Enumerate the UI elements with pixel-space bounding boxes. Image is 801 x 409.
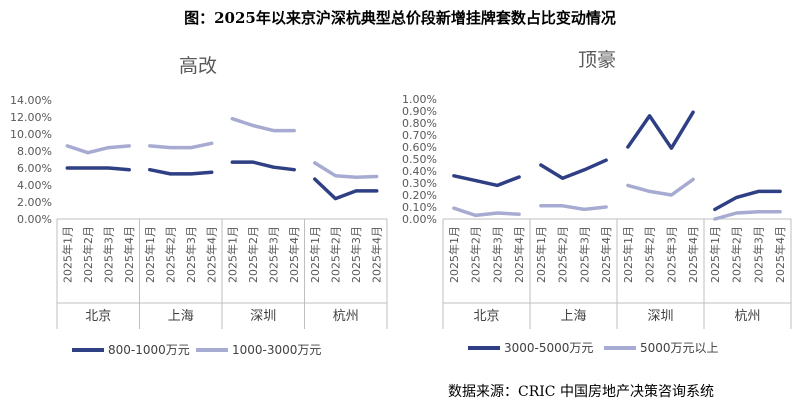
- series-line-1-杭州: [313, 161, 379, 180]
- x-tick-label: 2025年1月: [225, 226, 239, 283]
- series-line-1-杭州: [713, 210, 782, 221]
- y-tick-label: 0.60%: [402, 141, 437, 154]
- x-tick-label: 2025年3月: [664, 226, 678, 283]
- chart-dinghao: 顶豪 0.00%0.10%0.20%0.30%0.40%0.50%0.60%0.…: [402, 49, 792, 329]
- series-line-1-上海: [148, 141, 214, 150]
- source-note: 数据来源：CRIC 中国房地产决策咨询系统: [448, 383, 714, 400]
- y-tick-label: 0.30%: [402, 177, 437, 190]
- x-tick-label: 2025年4月: [287, 226, 301, 283]
- y-tick-label: 12.00%: [10, 111, 52, 124]
- group-label: 上海: [168, 309, 194, 324]
- group-label: 上海: [560, 309, 586, 324]
- x-tick-label: 2025年1月: [143, 226, 157, 283]
- x-tick-label: 2025年2月: [246, 226, 260, 283]
- x-tick-label: 2025年3月: [751, 226, 765, 283]
- y-tick-label: 6.00%: [17, 162, 52, 175]
- series-line-0-上海: [148, 167, 214, 176]
- group-label: 深圳: [647, 309, 673, 324]
- legend-label-1: 5000万元以上: [640, 341, 719, 355]
- x-tick-label: 2025年3月: [102, 226, 116, 283]
- x-tick-label: 2025年1月: [534, 226, 548, 283]
- group-label: 深圳: [250, 309, 276, 324]
- x-tick-label: 2025年4月: [599, 226, 613, 283]
- group-label: 北京: [473, 309, 499, 324]
- series-line-1-深圳: [230, 116, 296, 133]
- y-tick-label: 1.00%: [402, 93, 437, 106]
- x-tick-label: 2025年3月: [577, 226, 591, 283]
- x-tick-label: 2025年2月: [730, 226, 744, 283]
- x-tick-label: 2025年2月: [81, 226, 95, 283]
- group-label: 杭州: [734, 309, 760, 324]
- x-tick-label: 2025年1月: [447, 226, 461, 283]
- y-tick-label: 0.00%: [17, 213, 52, 226]
- x-tick-label: 2025年4月: [773, 226, 787, 283]
- legend-label-1: 1000-3000万元: [232, 343, 321, 357]
- x-tick-label: 2025年4月: [512, 226, 526, 283]
- x-tick-label: 2025年1月: [621, 226, 635, 283]
- x-tick-label: 2025年1月: [60, 226, 74, 283]
- series-line-0-深圳: [230, 160, 296, 172]
- legend-gaogai: 800-1000万元 1000-3000万元: [72, 343, 321, 357]
- series-line-0-杭州: [313, 177, 379, 201]
- x-tick-label: 2025年2月: [556, 226, 570, 283]
- x-tick-label: 2025年3月: [490, 226, 504, 283]
- y-tick-label: 4.00%: [17, 179, 52, 192]
- x-tick-label: 2025年4月: [205, 226, 219, 283]
- series-line-0-北京: [452, 174, 521, 188]
- x-tick-label: 2025年4月: [370, 226, 384, 283]
- series-line-1-深圳: [626, 177, 695, 197]
- series-line-1-北京: [452, 206, 521, 218]
- x-tick-label: 2025年3月: [349, 226, 363, 283]
- y-tick-label: 0.20%: [402, 189, 437, 202]
- series-line-0-深圳: [626, 110, 695, 150]
- x-tick-label: 2025年1月: [308, 226, 322, 283]
- y-tick-label: 0.40%: [402, 165, 437, 178]
- y-tick-label: 8.00%: [17, 145, 52, 158]
- x-tick-label: 2025年2月: [163, 226, 177, 283]
- x-tick-label: 2025年3月: [267, 226, 281, 283]
- series-line-0-杭州: [713, 189, 782, 212]
- x-tick-label: 2025年2月: [328, 226, 342, 283]
- series-line-0-上海: [539, 158, 608, 180]
- chart-gaogai: 高改 0.00% 2.00% 4.00% 6.00% 8.00% 10.00% 12.00%…: [10, 55, 388, 329]
- y-tick-label: 10.00%: [10, 128, 52, 141]
- series-line-0-北京: [65, 166, 131, 172]
- y-tick-label: 14.00%: [10, 94, 52, 107]
- x-tick-label: 2025年2月: [643, 226, 657, 283]
- y-tick-label: 0.80%: [402, 117, 437, 130]
- y-tick-label: 0.10%: [402, 201, 437, 214]
- y-tick-label: 0.90%: [402, 105, 437, 118]
- legend-label-0: 800-1000万元: [108, 343, 190, 357]
- legend-dinghao: 3000-5000万元 5000万元以上: [468, 341, 719, 355]
- figure-title: 图：2025年以来京沪深杭典型总价段新增挂牌套数占比变动情况: [184, 9, 616, 27]
- series-line-1-上海: [539, 204, 608, 212]
- y-tick-label: 0.50%: [402, 153, 437, 166]
- x-tick-label: 2025年3月: [184, 226, 198, 283]
- chart-title: 顶豪: [578, 49, 616, 71]
- chart-title: 高改: [179, 55, 217, 77]
- y-tick-label: 2.00%: [17, 196, 52, 209]
- x-tick-label: 2025年4月: [122, 226, 136, 283]
- legend-label-0: 3000-5000万元: [504, 341, 593, 355]
- y-tick-label: 0.70%: [402, 129, 437, 142]
- x-tick-label: 2025年2月: [469, 226, 483, 283]
- series-line-1-北京: [65, 144, 131, 155]
- y-tick-label: 0.00%: [402, 213, 437, 226]
- x-tick-label: 2025年1月: [708, 226, 722, 283]
- group-label: 北京: [85, 309, 111, 324]
- x-tick-label: 2025年4月: [686, 226, 700, 283]
- group-label: 杭州: [333, 309, 359, 324]
